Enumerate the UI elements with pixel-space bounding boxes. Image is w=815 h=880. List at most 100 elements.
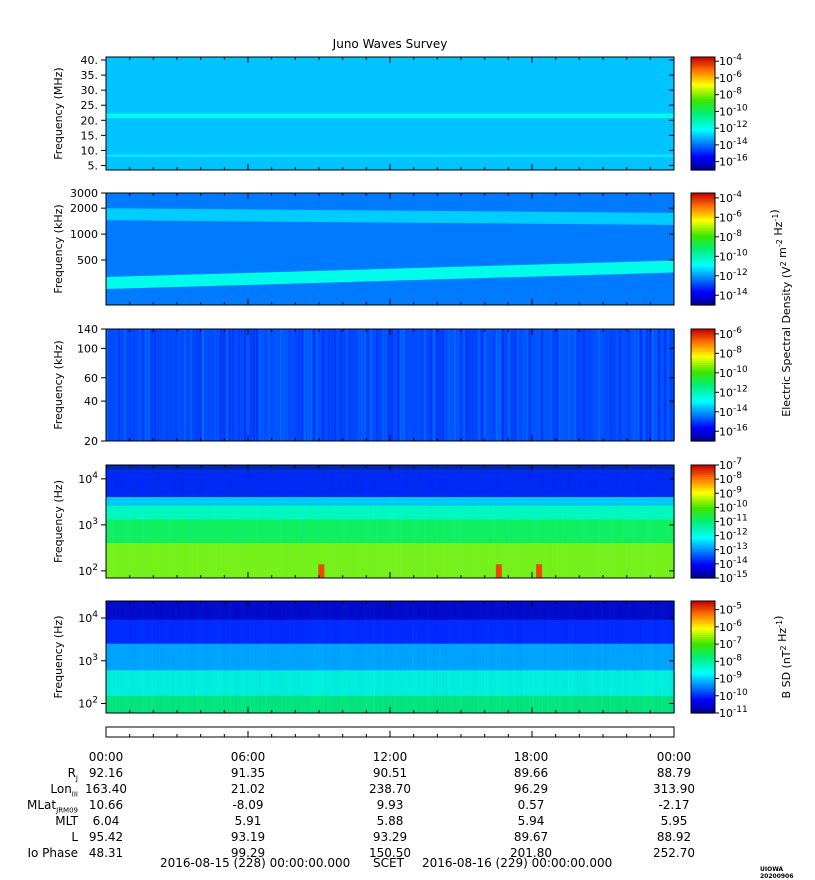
colorbar-cell [691, 470, 715, 474]
texture-column [550, 329, 552, 441]
colorbar-cell [691, 386, 715, 390]
colorbar-cell [691, 615, 715, 619]
colorbar-cell [691, 576, 715, 579]
colorbar-cell [691, 237, 715, 241]
y-axis-label: Frequency (kHz) [52, 340, 65, 429]
colorbar-cell [691, 604, 715, 608]
colorbar-cell [691, 685, 715, 688]
tick-label: 10-6 [719, 209, 742, 224]
colorbar-cell [691, 495, 715, 498]
texture-column [277, 329, 279, 441]
colorbar-cell [691, 57, 715, 60]
texture-column [409, 329, 411, 441]
texture-column [475, 329, 477, 441]
texture-column [535, 329, 537, 441]
texture-column [211, 329, 213, 441]
colorbar-cell [691, 521, 715, 524]
texture-column [184, 329, 186, 441]
colorbar-cell [691, 162, 715, 165]
texture-column [403, 329, 405, 441]
colorbar-cell [691, 250, 715, 254]
y-axis-label: Frequency (Hz) [52, 616, 65, 699]
colorbar-cell [691, 275, 715, 278]
colorbar-cell [691, 621, 715, 624]
texture-column [595, 329, 597, 441]
ephemeris-value: 163.40 [85, 782, 127, 796]
colorbar-cell [691, 128, 715, 132]
texture-column [145, 329, 147, 441]
colorbar-cell [691, 510, 715, 513]
colorbar-cell [691, 545, 715, 549]
tick-label: 10. [81, 144, 99, 157]
colorbar-cell [691, 358, 715, 362]
colorbar-cell [691, 206, 715, 209]
texture-column [487, 329, 489, 441]
texture-column [604, 329, 606, 441]
electric-colorbar-label: Electric Spectral Density (V2 m-2 Hz-1) [768, 209, 793, 416]
tick-label: 10-8 [719, 471, 742, 486]
colorbar-cell [691, 109, 715, 113]
colorbar-cell [691, 392, 715, 395]
texture-column [364, 329, 366, 441]
texture-column [616, 329, 618, 441]
colorbar-cell [691, 433, 715, 436]
colorbar-cell [691, 497, 715, 500]
tick-label: 10-12 [719, 528, 748, 543]
ephemeris-row-label: Io Phase [27, 846, 78, 860]
colorbar-cell [691, 572, 715, 575]
texture-column [466, 329, 468, 441]
colorbar-cell [691, 349, 715, 352]
colorbar-cell [691, 512, 715, 515]
colorbar-cell [691, 143, 715, 147]
texture-column [385, 329, 387, 441]
colorbar-cell [691, 474, 715, 477]
colorbar-cell [691, 422, 715, 425]
colorbar-cell [691, 295, 715, 299]
texture-column [166, 329, 168, 441]
tick-label: 10-13 [719, 542, 748, 557]
ephemeris-value: 252.70 [653, 846, 695, 860]
ephemeris-value: 88.92 [656, 830, 692, 844]
texture-column [670, 329, 672, 441]
texture-column [628, 329, 630, 441]
texture-column [310, 329, 312, 441]
texture-column [508, 329, 510, 441]
texture-column [388, 329, 390, 441]
colorbar-cell [691, 435, 715, 438]
colorbar-cell [691, 517, 715, 521]
colorbar-cell [691, 668, 715, 671]
colorbar-cell [691, 351, 715, 354]
texture-column [256, 329, 258, 441]
burst-mark [318, 564, 325, 578]
texture-column [205, 329, 207, 441]
colorbar-cell [691, 235, 715, 239]
tick-label: 102 [78, 696, 98, 711]
colorbar-cell [691, 540, 715, 543]
colorbar-cell [691, 504, 715, 508]
texture-column [337, 329, 339, 441]
colorbar-cell [691, 645, 715, 649]
tick-label: 35. [81, 69, 99, 82]
colorbar-cell [691, 81, 715, 84]
colorbar-cell [691, 703, 715, 707]
colorbar-cell [691, 338, 715, 341]
colorbar-cell [691, 564, 715, 568]
texture-column [421, 329, 423, 441]
colorbar-cell [691, 288, 715, 291]
colorbar-cell [691, 134, 715, 137]
colorbar-cell [691, 658, 715, 662]
texture-column [175, 329, 177, 441]
tick-label: 10-10 [719, 499, 748, 514]
ephemeris-value: 313.90 [653, 782, 695, 796]
colorbar-cell [691, 420, 715, 423]
colorbar-cell [691, 291, 715, 295]
colorbar-cell [691, 413, 715, 416]
colorbar-cell [691, 427, 715, 431]
colorbar-cell [691, 502, 715, 506]
colorbar-cell [691, 561, 715, 564]
tick-label: 10-15 [719, 570, 748, 585]
texture-column [439, 329, 441, 441]
colorbar-cell [691, 166, 715, 169]
texture-column [505, 329, 507, 441]
texture-column [481, 329, 483, 441]
